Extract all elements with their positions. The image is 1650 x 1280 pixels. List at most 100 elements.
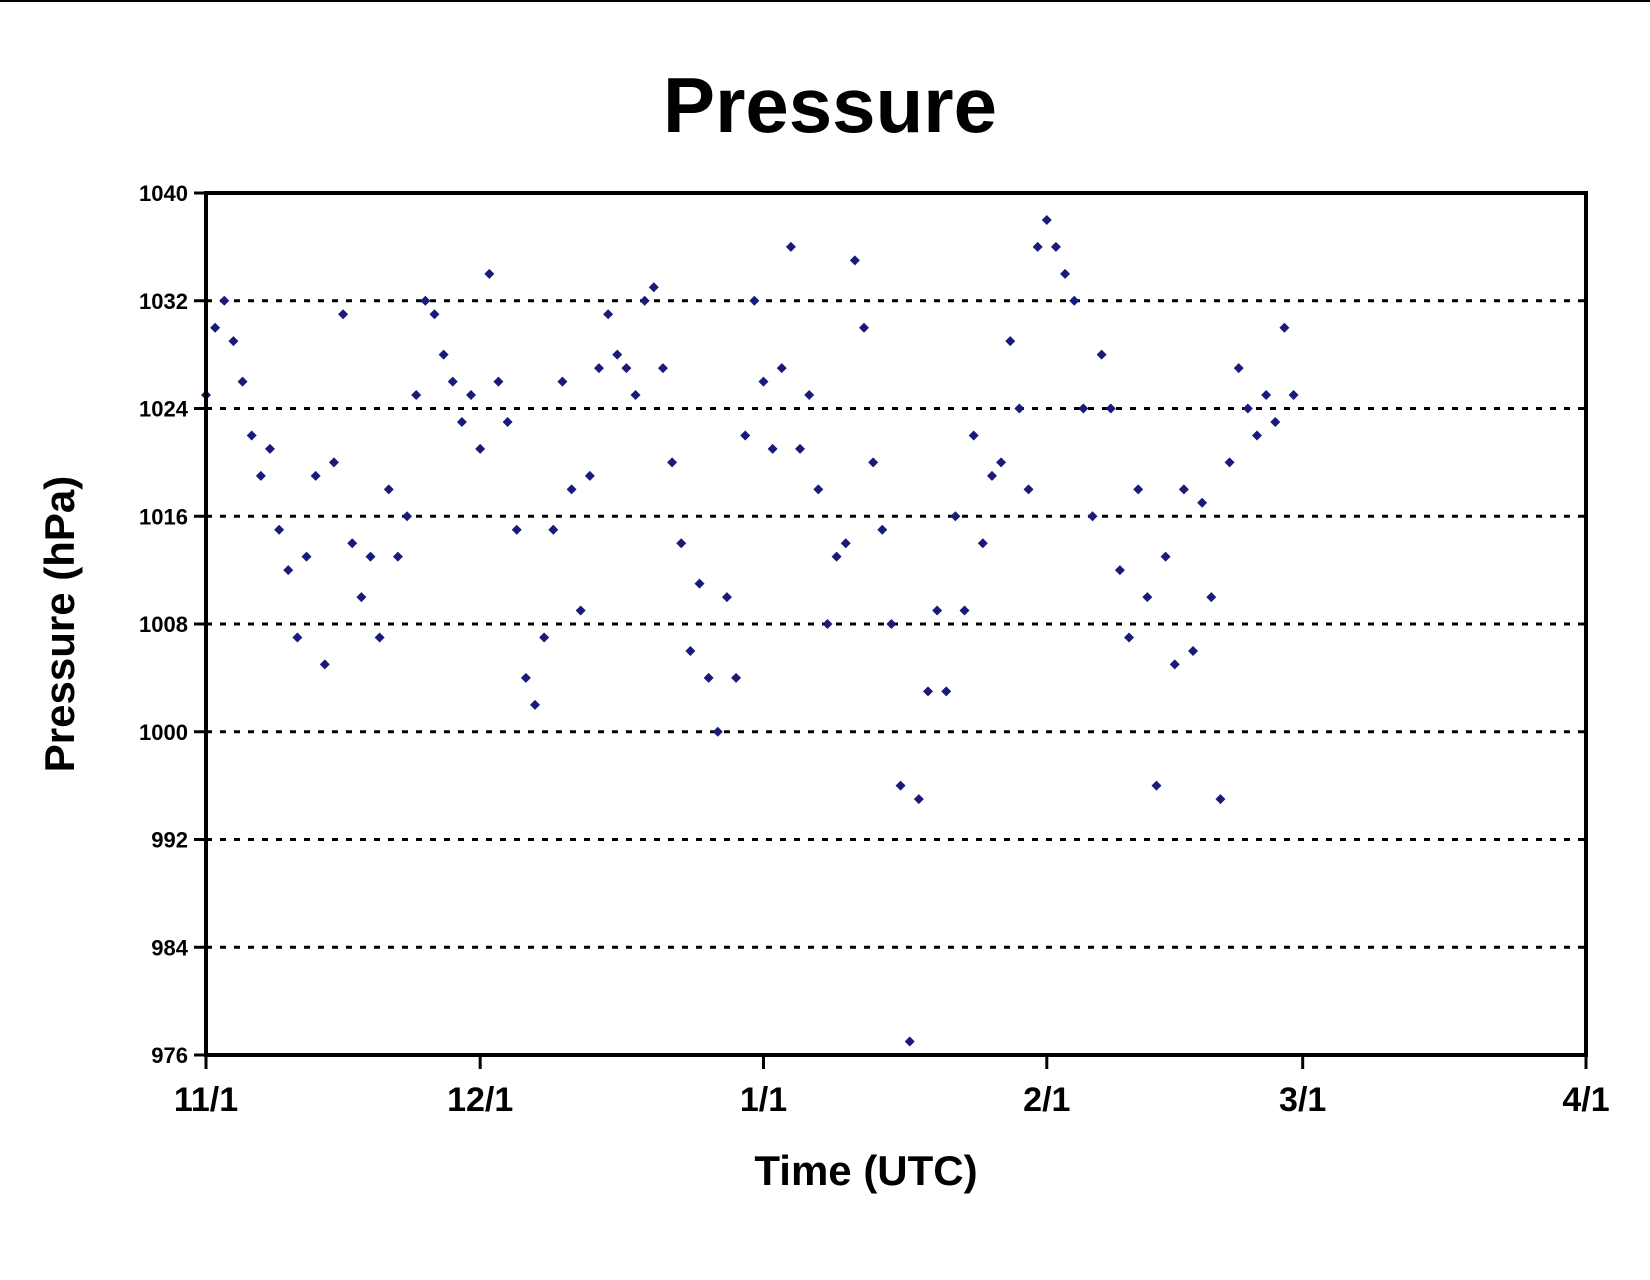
data-point	[530, 699, 541, 710]
data-point	[913, 794, 924, 805]
data-point	[667, 457, 678, 468]
data-point	[1124, 632, 1135, 643]
data-point	[1224, 457, 1235, 468]
data-point	[859, 322, 870, 333]
data-point	[795, 443, 806, 454]
data-point	[749, 295, 760, 306]
data-point	[466, 390, 477, 401]
data-point	[1288, 390, 1299, 401]
data-point	[520, 672, 531, 683]
data-point	[648, 282, 659, 293]
data-point	[986, 470, 997, 481]
data-point	[1142, 592, 1153, 603]
data-point	[292, 632, 303, 643]
x-axis-label: Time (UTC)	[754, 1147, 977, 1194]
data-point	[922, 686, 933, 697]
data-point	[1114, 565, 1125, 576]
data-point	[968, 430, 979, 441]
chart-title: Pressure	[663, 61, 997, 149]
data-point	[603, 309, 614, 320]
data-point	[1087, 511, 1098, 522]
data-point	[831, 551, 842, 562]
x-tick-label: 12/1	[447, 1081, 513, 1119]
data-point	[822, 619, 833, 629]
data-point	[712, 726, 723, 737]
data-point	[264, 443, 275, 454]
data-point	[1242, 403, 1253, 414]
data-point	[1023, 484, 1034, 495]
data-point	[840, 538, 851, 549]
data-point	[804, 390, 815, 401]
data-point	[877, 524, 888, 535]
data-point	[868, 457, 879, 468]
gridlines	[206, 299, 1586, 949]
data-point	[1014, 403, 1025, 414]
data-point	[639, 295, 650, 306]
data-point	[895, 780, 906, 791]
data-point	[959, 605, 970, 616]
data-point	[977, 538, 988, 549]
data-point	[356, 592, 367, 603]
data-point	[1197, 497, 1208, 508]
data-point	[319, 659, 330, 670]
data-point	[475, 443, 486, 454]
data-point	[776, 363, 787, 374]
data-point	[347, 538, 358, 549]
data-point	[740, 430, 751, 441]
data-point	[283, 565, 294, 576]
data-point	[411, 390, 422, 401]
data-point	[438, 349, 449, 360]
data-point	[1206, 592, 1217, 603]
y-tick-label: 976	[151, 1043, 188, 1068]
data-point	[447, 376, 458, 387]
data-point	[621, 363, 632, 374]
data-point	[511, 524, 522, 535]
data-point	[1060, 268, 1071, 279]
data-point	[721, 592, 732, 603]
y-axis: 976 984 992 1000 1008 1016 1024 1032 1040	[139, 181, 206, 1068]
data-point	[255, 470, 266, 481]
data-point	[237, 376, 248, 387]
data-point	[1050, 241, 1061, 252]
data-point	[813, 484, 824, 495]
y-tick-label: 992	[151, 828, 188, 853]
data-point	[383, 484, 394, 495]
data-point	[950, 511, 961, 522]
data-point	[785, 241, 796, 252]
data-point	[612, 349, 623, 360]
data-point	[1078, 403, 1089, 414]
data-point	[1215, 794, 1226, 805]
data-point	[1261, 390, 1272, 401]
y-tick-label: 1008	[139, 612, 188, 637]
top-border-line	[0, 0, 1650, 2]
data-point	[1069, 295, 1080, 306]
data-point	[703, 672, 714, 683]
data-point	[374, 632, 385, 643]
data-point	[539, 632, 550, 643]
y-tick-label: 1040	[139, 181, 188, 206]
data-point	[1188, 645, 1199, 656]
data-point	[566, 484, 577, 495]
data-point	[849, 255, 860, 266]
data-points	[201, 214, 1299, 1047]
data-point	[1279, 322, 1290, 333]
data-point	[1233, 363, 1244, 374]
data-point	[584, 470, 595, 481]
data-point	[1151, 780, 1162, 791]
data-point	[886, 619, 897, 629]
data-point	[676, 538, 687, 549]
data-point	[941, 686, 952, 697]
data-point	[219, 295, 230, 306]
x-axis: 11/1 12/1 1/1 2/1 3/1 4/1	[174, 1055, 1610, 1119]
y-tick-label: 1000	[139, 720, 188, 745]
data-point	[392, 551, 403, 562]
x-tick-label: 4/1	[1562, 1081, 1609, 1119]
data-point	[1032, 241, 1043, 252]
data-point	[429, 309, 440, 320]
data-point	[758, 376, 769, 387]
data-point	[904, 1036, 915, 1047]
data-point	[575, 605, 586, 616]
data-point	[301, 551, 312, 562]
